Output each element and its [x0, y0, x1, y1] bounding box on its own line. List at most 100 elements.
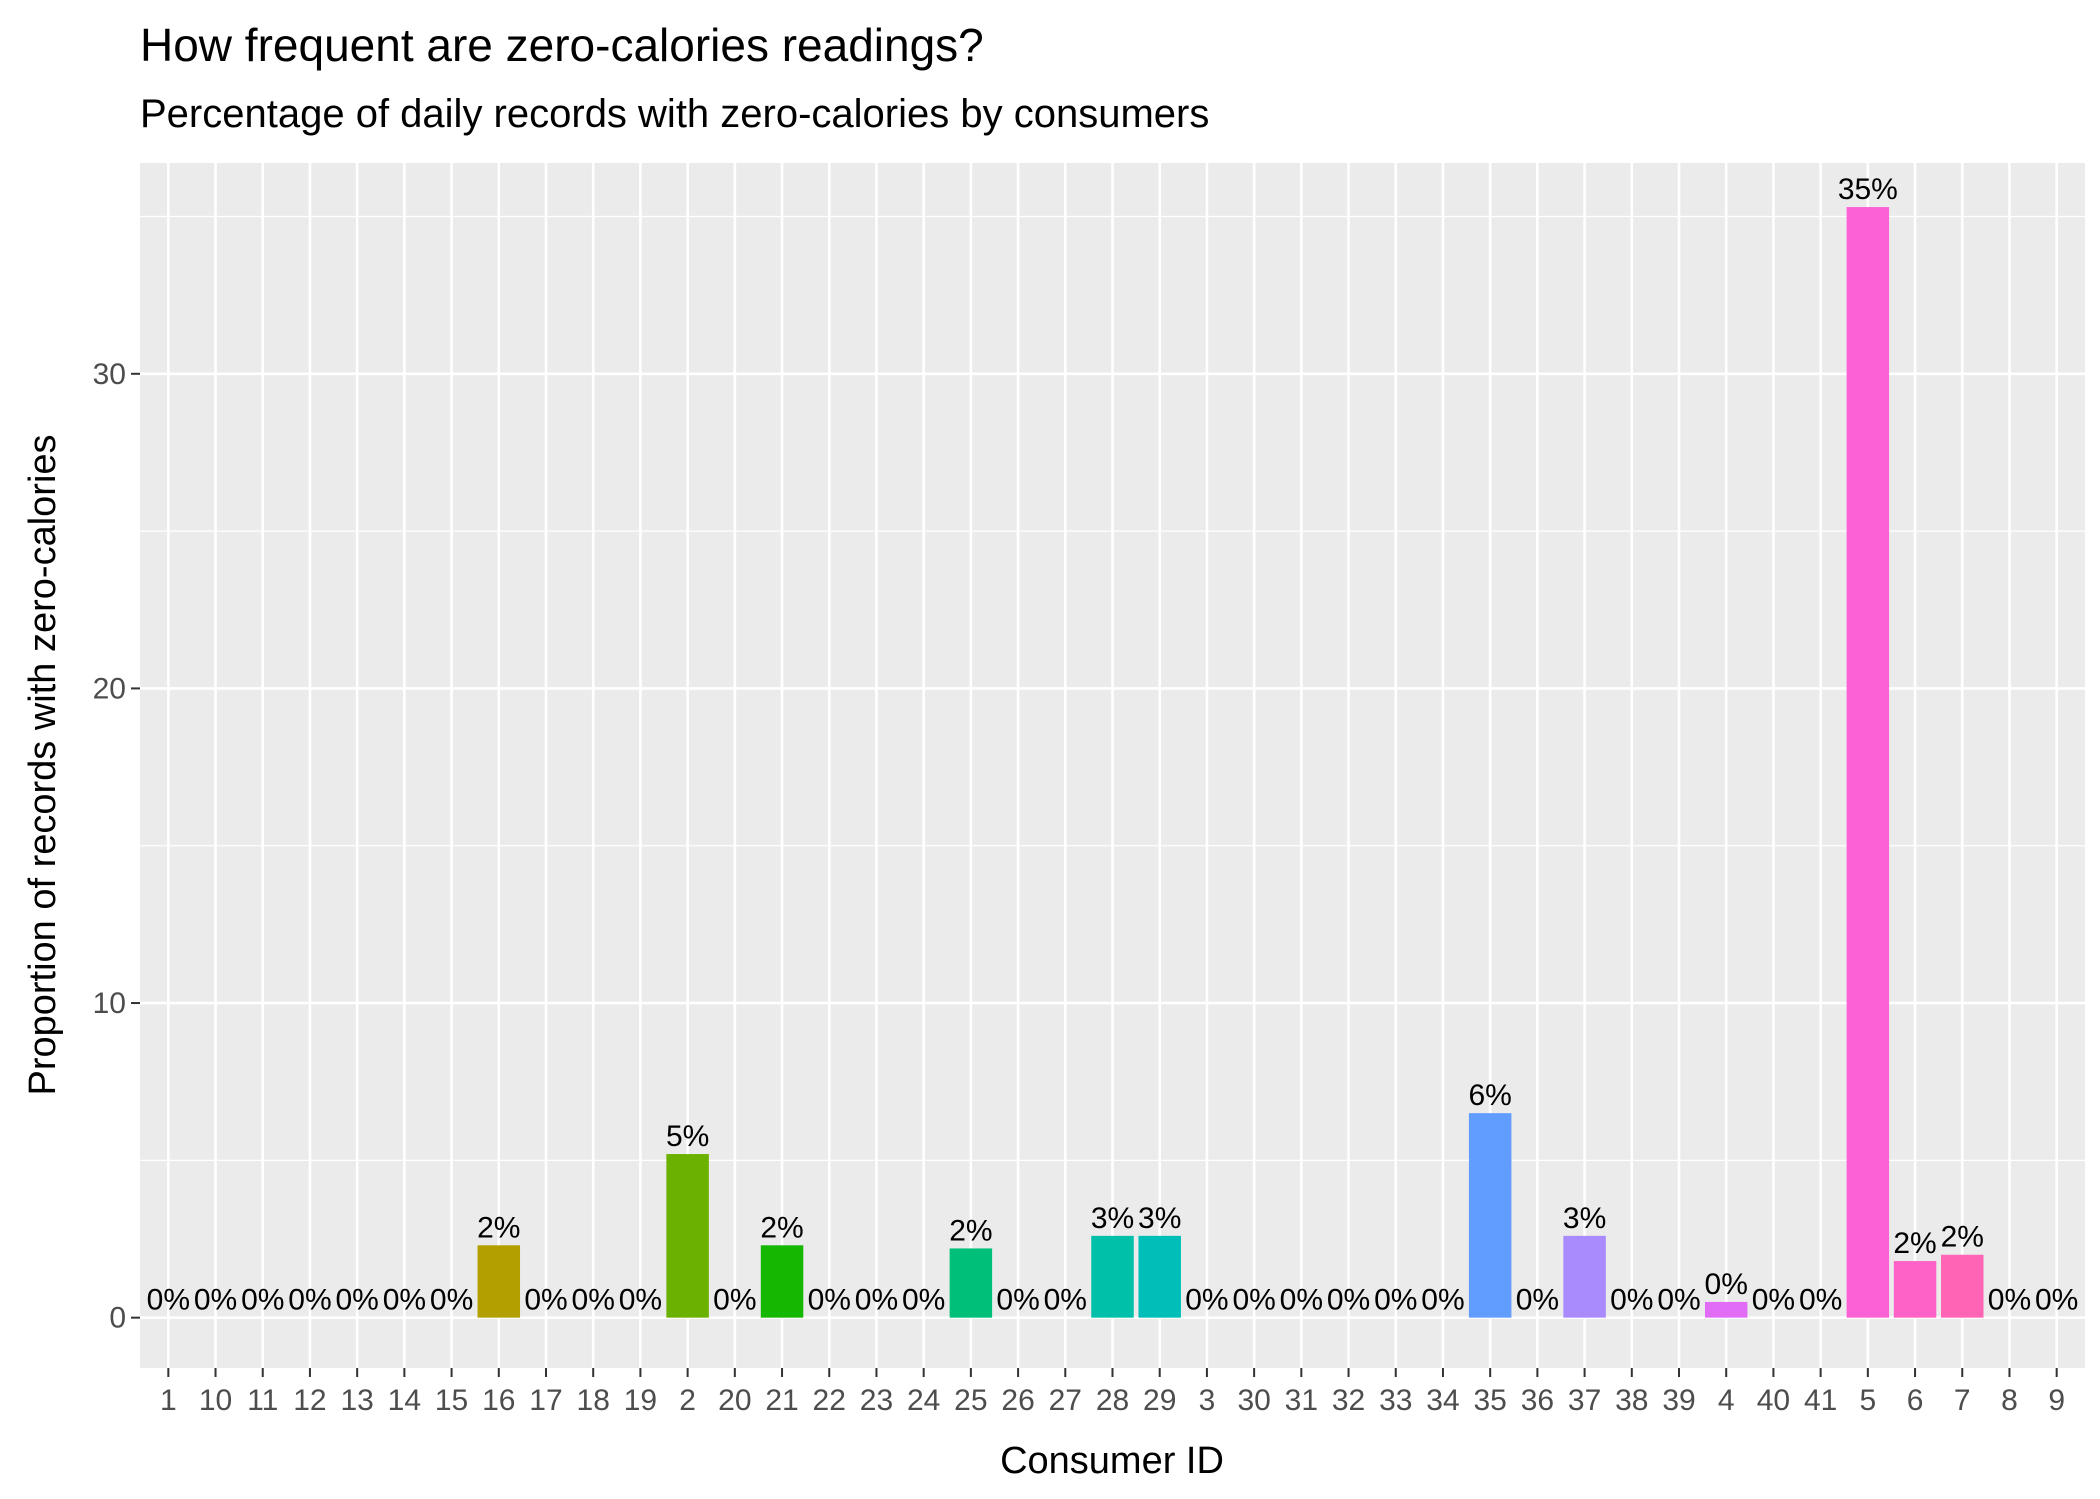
data-label: 3% [1138, 1202, 1181, 1235]
data-label: 0% [1516, 1284, 1559, 1317]
data-label: 0% [147, 1284, 190, 1317]
data-label: 0% [288, 1284, 331, 1317]
bar [1704, 1301, 1748, 1318]
x-tick-label: 8 [2001, 1384, 2018, 1417]
bar [1091, 1235, 1134, 1318]
x-tick-label: 39 [1662, 1384, 1695, 1417]
data-label: 0% [1610, 1284, 1653, 1317]
data-label: 0% [1421, 1284, 1464, 1317]
bar [666, 1154, 709, 1318]
data-label: 0% [996, 1284, 1039, 1317]
x-tick-label: 12 [293, 1384, 326, 1417]
data-label: 0% [713, 1284, 756, 1317]
data-label: 0% [194, 1284, 237, 1317]
x-tick-label: 4 [1718, 1384, 1735, 1417]
bar [949, 1248, 993, 1318]
x-tick-label: 27 [1049, 1384, 1082, 1417]
data-label: 6% [1468, 1079, 1511, 1112]
x-tick-label: 32 [1332, 1384, 1365, 1417]
data-label: 0% [1657, 1284, 1700, 1317]
data-label: 0% [383, 1284, 426, 1317]
x-tick-label: 11 [247, 1384, 278, 1417]
bar [1941, 1254, 1984, 1318]
bar [1563, 1235, 1606, 1318]
x-tick-label: 21 [765, 1384, 798, 1417]
data-label: 2% [760, 1211, 803, 1244]
data-label: 0% [572, 1284, 615, 1317]
bar [1138, 1235, 1181, 1318]
x-tick-label: 37 [1568, 1384, 1601, 1417]
x-tick-label: 17 [529, 1384, 562, 1417]
data-label: 0% [1185, 1284, 1228, 1317]
data-label: 0% [619, 1284, 662, 1317]
data-label: 0% [1280, 1284, 1323, 1317]
data-label: 0% [1752, 1284, 1795, 1317]
x-tick-label: 19 [624, 1384, 657, 1417]
x-tick-label: 13 [340, 1384, 373, 1417]
x-tick-label: 6 [1907, 1384, 1924, 1417]
x-tick-label: 29 [1143, 1384, 1176, 1417]
y-axis-title: Proportion of records with zero-calories [22, 434, 64, 1095]
data-label: 2% [477, 1211, 520, 1244]
x-tick-label: 7 [1954, 1384, 1971, 1417]
data-label: 0% [1232, 1284, 1275, 1317]
bar [477, 1245, 521, 1318]
data-label: 0% [2035, 1284, 2078, 1317]
data-label: 2% [1893, 1227, 1936, 1260]
x-tick-label: 38 [1615, 1384, 1648, 1417]
x-tick-label: 35 [1473, 1384, 1506, 1417]
x-tick-label: 24 [907, 1384, 940, 1417]
bar [1846, 207, 1890, 1318]
x-tick-label: 15 [435, 1384, 468, 1417]
data-label: 35% [1838, 173, 1898, 206]
x-tick-label: 33 [1379, 1384, 1412, 1417]
y-tick-label: 30 [93, 358, 126, 391]
x-tick-label: 41 [1804, 1384, 1837, 1417]
y-tick-label: 20 [93, 672, 126, 705]
axes: 0 10 20 30 1 10 11 12 13 14 15 16 17 18 19 2 20 21 22 23 24 2… [93, 358, 2065, 1417]
data-label: 0% [430, 1284, 473, 1317]
x-tick-label: 22 [813, 1384, 846, 1417]
bar [1893, 1261, 1937, 1318]
data-label: 0% [335, 1284, 378, 1317]
data-label: 2% [1941, 1221, 1984, 1254]
data-label: 2% [949, 1214, 992, 1247]
x-tick-label: 16 [482, 1384, 515, 1417]
chart-title: How frequent are zero-calories readings? [140, 19, 984, 71]
x-tick-label: 14 [388, 1384, 421, 1417]
data-label: 3% [1563, 1202, 1606, 1235]
x-tick-label: 23 [860, 1384, 893, 1417]
data-label: 0% [1327, 1284, 1370, 1317]
x-tick-label: 31 [1285, 1384, 1318, 1417]
data-label: 0% [524, 1284, 567, 1317]
data-label: 0% [808, 1284, 851, 1317]
x-tick-label: 40 [1757, 1384, 1790, 1417]
y-tick-label: 10 [93, 987, 126, 1020]
data-label: 0% [855, 1284, 898, 1317]
data-label: 0% [1988, 1284, 2031, 1317]
x-tick-label: 25 [954, 1384, 987, 1417]
x-axis-title: Consumer ID [1000, 1440, 1224, 1482]
data-label: 0% [1799, 1284, 1842, 1317]
data-label: 3% [1091, 1202, 1134, 1235]
data-label: 0% [902, 1284, 945, 1317]
x-tick-label: 34 [1426, 1384, 1459, 1417]
x-tick-label: 10 [199, 1384, 232, 1417]
x-tick-label: 20 [718, 1384, 751, 1417]
data-label: 0% [1044, 1284, 1087, 1317]
x-tick-label: 5 [1859, 1384, 1876, 1417]
data-label: 0% [1705, 1268, 1748, 1301]
x-tick-label: 28 [1096, 1384, 1129, 1417]
x-tick-label: 18 [577, 1384, 610, 1417]
data-label: 0% [1374, 1284, 1417, 1317]
x-tick-label: 9 [2048, 1384, 2065, 1417]
data-label: 5% [666, 1120, 709, 1153]
data-label: 0% [241, 1284, 284, 1317]
y-tick-label: 0 [109, 1302, 126, 1335]
chart-subtitle: Percentage of daily records with zero-ca… [140, 92, 1210, 136]
data-labels: 0% 0% 0% 0% 0% 0% 0%2%0% 0% 0%5%0%2%0% 0% 0%2%0% 0%… [147, 173, 2079, 1317]
bar [760, 1245, 804, 1318]
bars [477, 207, 1984, 1318]
x-tick-label: 3 [1199, 1384, 1216, 1417]
